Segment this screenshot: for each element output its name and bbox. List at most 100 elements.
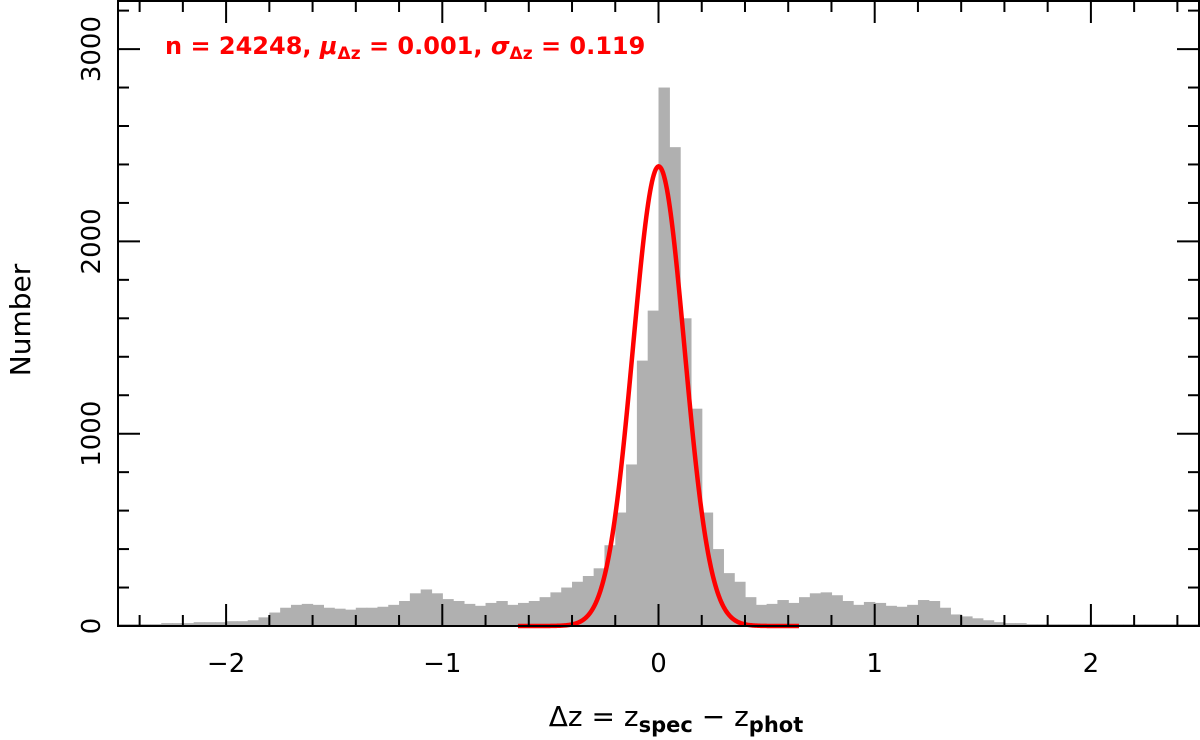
histogram-bar [550, 592, 562, 626]
histogram-bar [766, 603, 779, 626]
x-axis-label-main: Δz = z [549, 700, 639, 733]
histogram-bar [647, 310, 660, 626]
histogram-bar [572, 581, 584, 626]
histogram-bar [561, 587, 573, 626]
histogram-bar [290, 604, 303, 626]
histogram-bar [409, 593, 422, 626]
x-tick-labels: −2 −1 0 1 2 [207, 649, 1099, 679]
histogram-bar [355, 607, 368, 626]
histogram-bars [118, 87, 1200, 627]
histogram-bar [950, 614, 962, 626]
histogram-bar [204, 622, 216, 626]
histogram-bar [528, 601, 541, 626]
histogram-bar [366, 607, 379, 626]
histogram-bar [463, 603, 476, 626]
x-axis-label-sub1: spec [639, 713, 693, 737]
histogram-bar [345, 609, 357, 626]
mu-value: = 0.001, [361, 32, 491, 60]
histogram-bar [863, 601, 876, 626]
histogram-bar [853, 604, 865, 626]
y-axis-label: Number [4, 263, 37, 376]
histogram-bar [431, 593, 443, 626]
histogram-bar [182, 623, 195, 626]
histogram-bar [258, 617, 270, 626]
histogram-bar [734, 581, 746, 626]
y-tick-labels: 0 1000 2000 3000 [77, 16, 107, 634]
histogram-bar [690, 408, 703, 626]
stats-annotation: n = 24248, μΔz = 0.001, σΔz = 0.119 [165, 32, 645, 64]
histogram-bar [896, 606, 908, 626]
histogram-bar [701, 512, 714, 626]
x-axis-label: Δz = zspec − zphot [549, 700, 803, 737]
histogram-bar [269, 612, 281, 626]
histogram-bar [507, 604, 519, 626]
histogram-bar [301, 603, 314, 626]
histogram-bar [907, 604, 919, 626]
histogram-bar [496, 601, 508, 626]
histogram-bar [939, 607, 951, 626]
histogram-bar [582, 576, 595, 626]
histogram-bar [917, 600, 930, 626]
histogram-bar [615, 512, 627, 626]
x-axis-label-sub2: phot [749, 713, 803, 737]
histogram-bar [961, 616, 973, 626]
histogram-bar [485, 602, 497, 626]
histogram-bar [247, 620, 260, 626]
histogram-bar [971, 618, 984, 626]
histogram-bar [885, 605, 897, 626]
mu-symbol: μ [319, 32, 338, 60]
sigma-subscript: Δz [510, 44, 533, 64]
histogram-bar [809, 593, 822, 626]
mu-subscript: Δz [338, 44, 361, 64]
sigma-symbol: σ [491, 32, 510, 60]
histogram-bar [626, 464, 638, 626]
histogram-bar [161, 623, 173, 626]
histogram-bar [388, 604, 400, 626]
histogram-bar [215, 622, 227, 626]
histogram-bar [799, 597, 811, 626]
histogram-bar [539, 597, 551, 626]
histogram-bar [928, 601, 941, 626]
histogram-bar [474, 605, 487, 626]
histogram-bar [680, 318, 692, 626]
histogram-bar [669, 147, 681, 626]
histogram-bar [658, 87, 670, 627]
histogram-bar [744, 597, 757, 626]
histogram-bar [442, 599, 454, 626]
histogram-bar [323, 607, 335, 626]
histogram-bar [993, 622, 1006, 626]
histogram-bar [723, 573, 735, 626]
histogram-bar [236, 621, 249, 626]
histogram-bar [604, 545, 616, 626]
histogram-bar [193, 622, 206, 626]
histogram-bar [1015, 623, 1027, 626]
y-tick-label: 0 [77, 618, 107, 635]
histogram-bar [842, 601, 854, 626]
x-tick-label: −1 [423, 649, 461, 679]
annotation-prefix: n = 24248, [165, 32, 320, 60]
sigma-value: = 0.119 [533, 32, 646, 60]
x-axis-label-mid: − z [693, 700, 749, 733]
histogram-bar [1004, 623, 1016, 626]
histogram-bar [831, 595, 843, 626]
histogram-bar [788, 602, 800, 626]
histogram-bar [280, 607, 292, 626]
histogram-bar [636, 360, 649, 626]
histogram-bar [755, 604, 768, 626]
histogram-bar [453, 601, 465, 626]
histogram-bar [172, 623, 184, 626]
histogram-bar [777, 600, 789, 626]
histogram-bar [517, 602, 530, 626]
y-tick-label: 3000 [77, 16, 107, 82]
histogram-bar [420, 589, 433, 626]
x-tick-label: −2 [207, 649, 245, 679]
histogram-bar [226, 621, 238, 626]
x-tick-label: 1 [866, 649, 883, 679]
histogram-bar [399, 601, 411, 626]
x-tick-label: 0 [650, 649, 667, 679]
histogram-bar [874, 602, 887, 626]
histogram-bar [820, 592, 833, 626]
y-tick-label: 2000 [77, 208, 107, 274]
y-tick-label: 1000 [77, 401, 107, 467]
